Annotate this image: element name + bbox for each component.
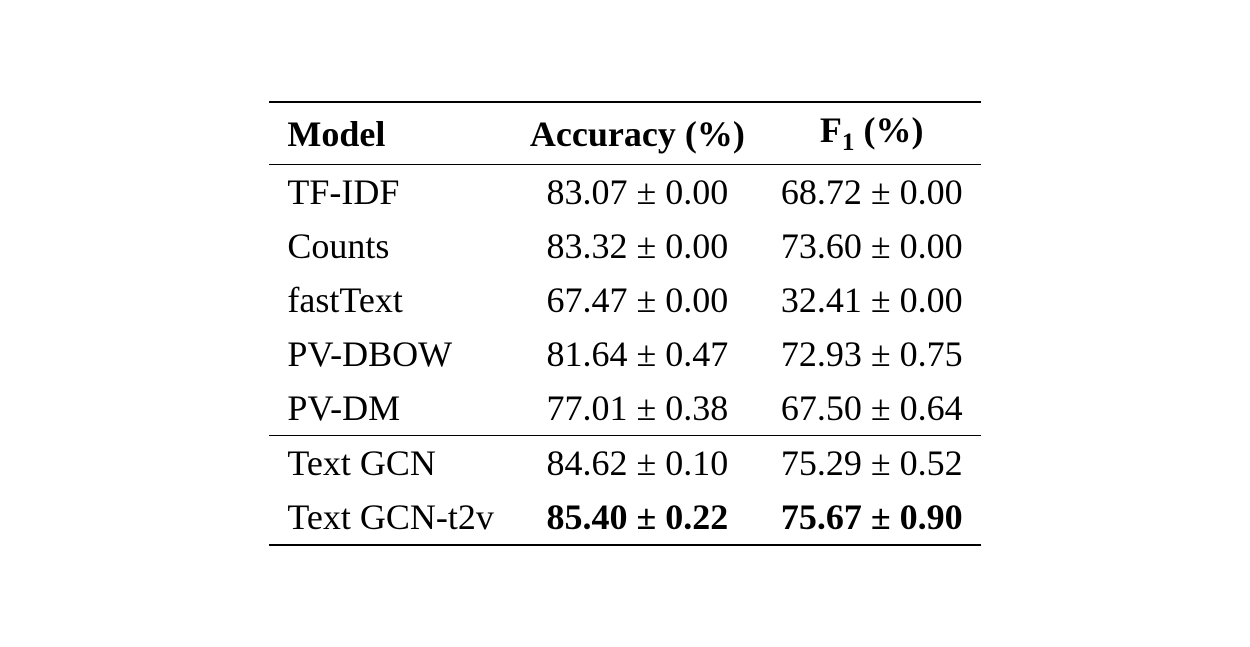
results-table: Model Accuracy (%) F1 (%) TF-IDF 83.07 ±…	[269, 101, 980, 545]
cell-f1: 75.67 ± 0.90	[763, 490, 981, 545]
cell-accuracy: 67.47 ± 0.00	[512, 273, 763, 327]
cell-accuracy: 83.32 ± 0.00	[512, 219, 763, 273]
cell-f1: 32.41 ± 0.00	[763, 273, 981, 327]
cell-accuracy: 81.64 ± 0.47	[512, 327, 763, 381]
table-row: PV-DBOW 81.64 ± 0.47 72.93 ± 0.75	[269, 327, 980, 381]
cell-f1: 72.93 ± 0.75	[763, 327, 981, 381]
cell-model: PV-DM	[269, 381, 511, 436]
cell-accuracy: 84.62 ± 0.10	[512, 435, 763, 490]
table-row: fastText 67.47 ± 0.00 32.41 ± 0.00	[269, 273, 980, 327]
table-row: Text GCN 84.62 ± 0.10 75.29 ± 0.52	[269, 435, 980, 490]
cell-model: fastText	[269, 273, 511, 327]
header-model: Model	[269, 102, 511, 164]
cell-model: PV-DBOW	[269, 327, 511, 381]
header-f1: F1 (%)	[763, 102, 981, 164]
cell-accuracy: 83.07 ± 0.00	[512, 164, 763, 219]
cell-model: Counts	[269, 219, 511, 273]
cell-model: Text GCN-t2v	[269, 490, 511, 545]
cell-model: Text GCN	[269, 435, 511, 490]
table-row: Counts 83.32 ± 0.00 73.60 ± 0.00	[269, 219, 980, 273]
cell-f1: 73.60 ± 0.00	[763, 219, 981, 273]
table-row: TF-IDF 83.07 ± 0.00 68.72 ± 0.00	[269, 164, 980, 219]
cell-f1: 75.29 ± 0.52	[763, 435, 981, 490]
table-row: Text GCN-t2v 85.40 ± 0.22 75.67 ± 0.90	[269, 490, 980, 545]
cell-f1: 67.50 ± 0.64	[763, 381, 981, 436]
cell-accuracy: 77.01 ± 0.38	[512, 381, 763, 436]
cell-f1: 68.72 ± 0.00	[763, 164, 981, 219]
cell-accuracy: 85.40 ± 0.22	[512, 490, 763, 545]
header-accuracy: Accuracy (%)	[512, 102, 763, 164]
table-row: PV-DM 77.01 ± 0.38 67.50 ± 0.64	[269, 381, 980, 436]
results-table-container: Model Accuracy (%) F1 (%) TF-IDF 83.07 ±…	[269, 101, 980, 545]
table-body: TF-IDF 83.07 ± 0.00 68.72 ± 0.00 Counts …	[269, 164, 980, 545]
table-header-row: Model Accuracy (%) F1 (%)	[269, 102, 980, 164]
cell-model: TF-IDF	[269, 164, 511, 219]
